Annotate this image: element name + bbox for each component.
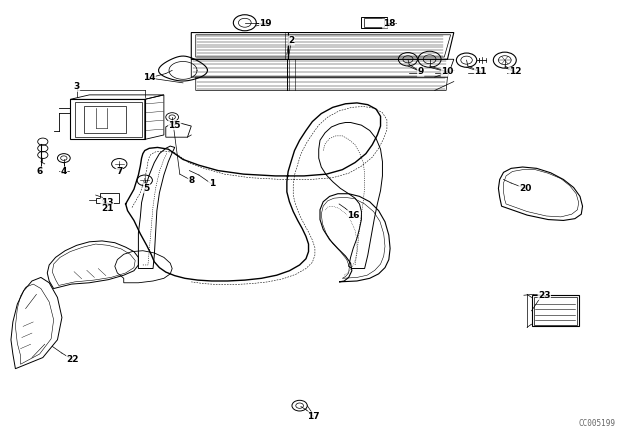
Text: 20: 20 — [519, 184, 531, 193]
Bar — [532, 295, 579, 327]
Text: 5: 5 — [143, 184, 150, 193]
Text: 21: 21 — [101, 204, 113, 213]
Text: 9: 9 — [417, 67, 424, 76]
Text: 1: 1 — [209, 180, 215, 189]
Text: 15: 15 — [168, 121, 181, 129]
Text: 18: 18 — [383, 19, 395, 28]
Text: 17: 17 — [307, 412, 320, 421]
Text: 19: 19 — [260, 19, 272, 28]
Text: 12: 12 — [509, 67, 521, 76]
Bar — [534, 297, 577, 325]
Text: 7: 7 — [116, 167, 122, 176]
Text: 22: 22 — [67, 355, 79, 364]
Text: 2: 2 — [288, 36, 294, 45]
Text: 16: 16 — [347, 211, 360, 220]
Text: 4: 4 — [61, 167, 67, 176]
Text: 13: 13 — [101, 198, 113, 207]
Text: 3: 3 — [74, 82, 80, 91]
Text: 11: 11 — [474, 67, 487, 76]
Text: 8: 8 — [188, 176, 195, 185]
Text: 23: 23 — [538, 291, 550, 300]
Text: 10: 10 — [441, 67, 454, 76]
Bar — [362, 17, 387, 28]
Text: 14: 14 — [143, 73, 156, 82]
Bar — [364, 18, 385, 27]
Text: 6: 6 — [36, 167, 43, 176]
Text: CC005199: CC005199 — [578, 419, 615, 428]
